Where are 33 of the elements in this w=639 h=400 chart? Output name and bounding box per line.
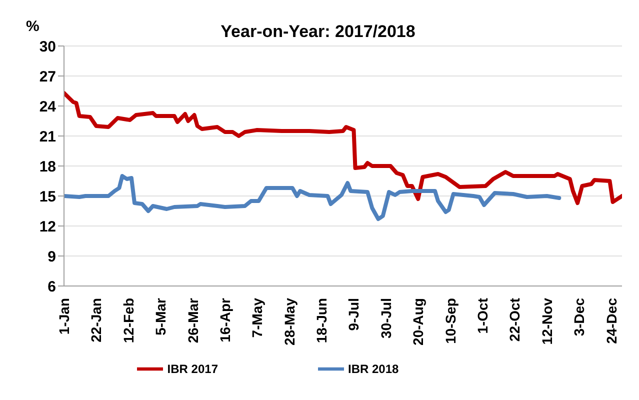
- x-tick-label: 12-Feb: [120, 298, 136, 344]
- y-tick-label: 27: [39, 68, 56, 86]
- x-tick-label: 1-Jan: [56, 298, 72, 335]
- x-tick-label: 16-Apr: [216, 297, 233, 342]
- line-series: [64, 174, 562, 221]
- x-tick-label: 20-Aug: [410, 298, 426, 346]
- y-tick-label: 15: [39, 188, 56, 206]
- x-tick-label: 18-Jun: [314, 298, 330, 344]
- x-tick-label: 3-Dec: [571, 298, 588, 336]
- y-tick-label: 21: [39, 128, 56, 146]
- x-tick-label: 12-Nov: [538, 298, 555, 345]
- x-tick-label: 7-May: [249, 298, 266, 338]
- y-tick-label: 24: [39, 98, 57, 116]
- x-tick-label: 30-Jul: [378, 298, 394, 338]
- y-tick-label: 6: [48, 278, 56, 296]
- y-tick-label: 9: [48, 248, 56, 266]
- x-tick-label: 22-Jan: [88, 298, 104, 342]
- x-tick-label: 1-Oct: [474, 298, 490, 334]
- y-axis-title: %: [26, 18, 40, 35]
- x-tick-label: 24-Dec: [603, 298, 620, 344]
- chart-title: Year-on-Year: 2017/2018: [220, 22, 416, 41]
- legend-label: IBR 2018: [348, 362, 399, 376]
- y-tick-label: 12: [39, 218, 56, 236]
- x-tick-label: 26-Mar: [184, 297, 201, 344]
- x-tick-label: 22-Oct: [506, 298, 523, 342]
- legend-label: IBR 2017: [167, 362, 218, 376]
- y-tick-label: 18: [39, 158, 56, 176]
- line-series: [64, 91, 622, 205]
- x-tick-label: 28-May: [281, 298, 298, 346]
- x-tick-label: 5-Mar: [152, 297, 169, 336]
- y-tick-label: 30: [39, 38, 56, 56]
- x-tick-label: 10-Sep: [442, 298, 458, 344]
- x-tick-label: 9-Jul: [346, 298, 362, 331]
